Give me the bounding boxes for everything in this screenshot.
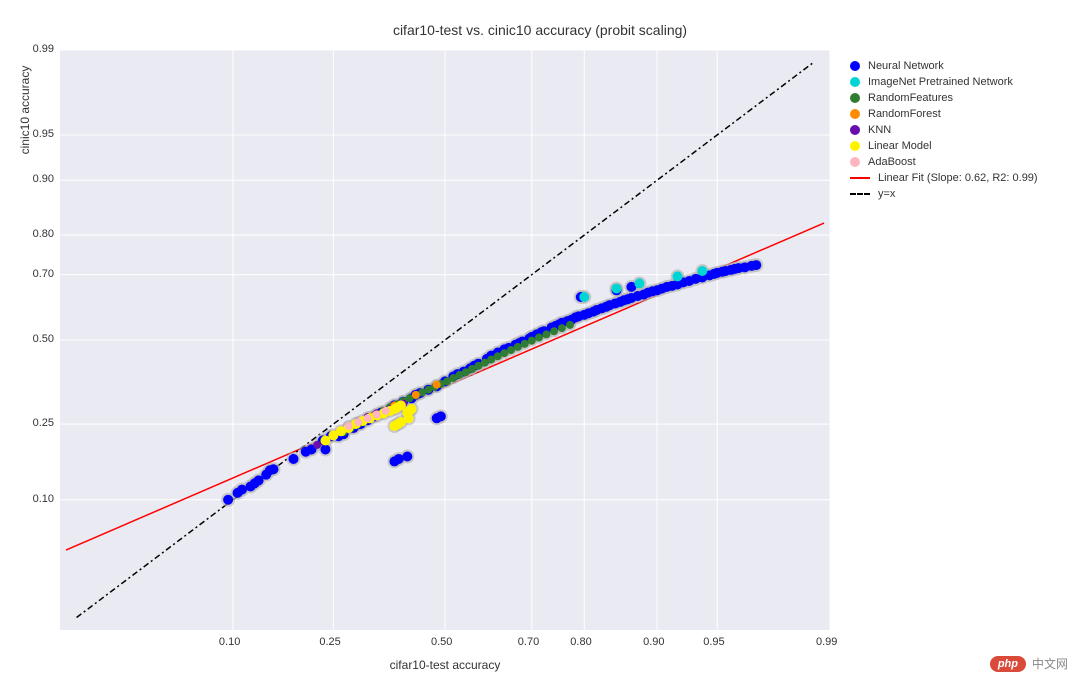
- data-point: [751, 260, 761, 270]
- watermark-logo: php: [990, 656, 1026, 672]
- legend-item: y=x: [850, 188, 1038, 200]
- legend-marker-icon: [850, 93, 860, 103]
- data-point: [673, 271, 683, 281]
- chart-container: cifar10-test vs. cinic10 accuracy (probi…: [0, 0, 1080, 680]
- data-point: [394, 454, 404, 464]
- legend-marker-icon: [850, 193, 870, 195]
- y-tick-label: 0.50: [33, 333, 54, 345]
- legend-marker-icon: [850, 125, 860, 135]
- data-point: [521, 340, 529, 348]
- legend: Neural Network ImageNet Pretrained Networ…: [850, 60, 1038, 204]
- legend-marker-icon: [850, 109, 860, 119]
- x-tick-label: 0.10: [219, 636, 240, 648]
- data-point: [354, 418, 362, 426]
- legend-item: AdaBoost: [850, 156, 1038, 168]
- watermark: php 中文网: [990, 655, 1068, 672]
- legend-item: Neural Network: [850, 60, 1038, 72]
- y-tick-label: 0.99: [33, 43, 54, 55]
- legend-marker-icon: [850, 177, 870, 179]
- data-point: [612, 284, 622, 294]
- data-point: [528, 337, 536, 345]
- data-point: [223, 495, 233, 505]
- y-tick-label: 0.90: [33, 173, 54, 185]
- data-point: [345, 422, 353, 430]
- data-point: [237, 485, 247, 495]
- data-point: [433, 381, 441, 389]
- x-tick-label: 0.70: [518, 636, 539, 648]
- data-point: [289, 454, 299, 464]
- legend-item: ImageNet Pretrained Network: [850, 76, 1038, 88]
- data-point: [634, 278, 644, 288]
- legend-label: RandomForest: [868, 108, 941, 120]
- y-axis-label: cinic10 accuracy: [18, 0, 32, 400]
- x-tick-label: 0.95: [703, 636, 724, 648]
- y-tick-label: 0.80: [33, 228, 54, 240]
- data-point: [402, 452, 412, 462]
- x-tick-label: 0.99: [816, 636, 837, 648]
- data-point: [550, 327, 558, 335]
- data-point: [404, 413, 414, 423]
- data-point: [514, 343, 522, 351]
- legend-label: AdaBoost: [868, 156, 916, 168]
- watermark-label: 中文网: [1032, 655, 1068, 672]
- legend-label: Linear Fit (Slope: 0.62, R2: 0.99): [878, 172, 1038, 184]
- y-tick-label: 0.25: [33, 417, 54, 429]
- legend-item: RandomFeatures: [850, 92, 1038, 104]
- legend-label: Linear Model: [868, 140, 932, 152]
- legend-item: Linear Model: [850, 140, 1038, 152]
- y-tick-label: 0.95: [33, 128, 54, 140]
- legend-item: KNN: [850, 124, 1038, 136]
- legend-marker-icon: [850, 141, 860, 151]
- legend-item: Linear Fit (Slope: 0.62, R2: 0.99): [850, 172, 1038, 184]
- x-axis-label: cifar10-test accuracy: [60, 658, 830, 672]
- data-point: [364, 414, 372, 422]
- data-point: [558, 324, 566, 332]
- x-tick-label: 0.50: [431, 636, 452, 648]
- y-tick-label: 0.70: [33, 268, 54, 280]
- data-point: [507, 346, 515, 354]
- data-point: [579, 292, 589, 302]
- legend-marker-icon: [850, 77, 860, 87]
- legend-label: RandomFeatures: [868, 92, 953, 104]
- legend-marker-icon: [850, 61, 860, 71]
- x-tick-label: 0.90: [643, 636, 664, 648]
- data-point: [407, 404, 417, 414]
- y-tick-label: 0.10: [33, 493, 54, 505]
- data-point: [535, 334, 543, 342]
- legend-label: y=x: [878, 188, 895, 200]
- data-point: [697, 266, 707, 276]
- data-point: [542, 330, 550, 338]
- data-point: [320, 444, 330, 454]
- legend-item: RandomForest: [850, 108, 1038, 120]
- legend-label: KNN: [868, 124, 891, 136]
- data-point: [436, 411, 446, 421]
- legend-marker-icon: [850, 157, 860, 167]
- legend-label: Neural Network: [868, 60, 944, 72]
- data-point: [412, 391, 420, 399]
- data-point: [566, 321, 574, 329]
- legend-label: ImageNet Pretrained Network: [868, 76, 1013, 88]
- data-point: [382, 407, 390, 415]
- data-point: [373, 411, 381, 419]
- data-point: [313, 441, 321, 449]
- x-tick-label: 0.80: [570, 636, 591, 648]
- x-tick-label: 0.25: [319, 636, 340, 648]
- data-point: [268, 464, 278, 474]
